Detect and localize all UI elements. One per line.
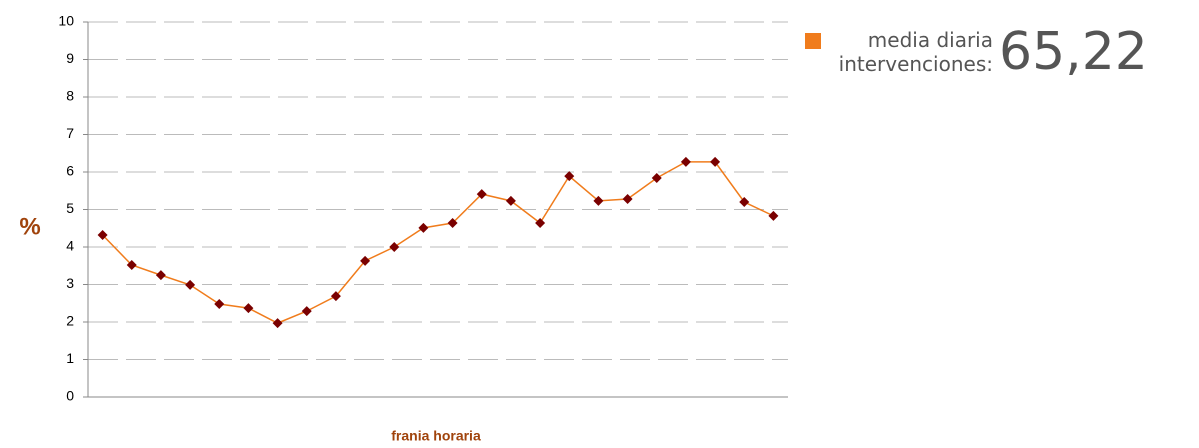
data-point [651,173,662,183]
data-point [447,218,458,228]
series-line [102,161,774,324]
data-point [272,318,283,329]
y-tick-label: 2 [66,313,74,329]
y-tick-label: 9 [66,50,74,66]
y-tick-label: 10 [58,13,74,29]
y-axis-label: % [19,213,40,240]
data-point [622,194,633,204]
data-point [301,306,312,317]
y-tick-label: 6 [66,163,74,179]
legend-value: 65,22 [999,22,1148,82]
legend-entry: media diaria intervenciones: [793,28,993,76]
data-point [710,156,721,167]
data-point [185,279,196,290]
data-point [476,189,487,200]
data-point [360,255,371,266]
data-point [680,156,691,167]
y-tick-label: 0 [66,388,74,404]
data-point [155,270,166,281]
data-point [739,197,750,207]
data-point [564,171,575,182]
y-tick-label: 5 [66,200,74,216]
y-tick-label: 4 [66,238,74,254]
legend: media diaria intervenciones: 65,22 [793,22,1148,82]
data-point [593,195,604,206]
data-point [768,210,779,221]
y-tick-label: 7 [66,125,74,141]
legend-swatch [805,33,821,49]
legend-label: media diaria intervenciones: [838,28,993,76]
data-point [97,230,108,240]
data-point [535,218,546,228]
y-tick-label: 1 [66,350,74,366]
data-point [418,222,429,233]
y-tick-label: 3 [66,275,74,291]
data-point [505,195,516,206]
data-point [126,260,137,270]
data-point [214,299,225,309]
data-point [330,291,341,302]
data-point [389,242,400,252]
data-point [243,303,254,314]
y-tick-label: 8 [66,88,74,104]
x-axis-label: frania horaria [391,428,481,444]
